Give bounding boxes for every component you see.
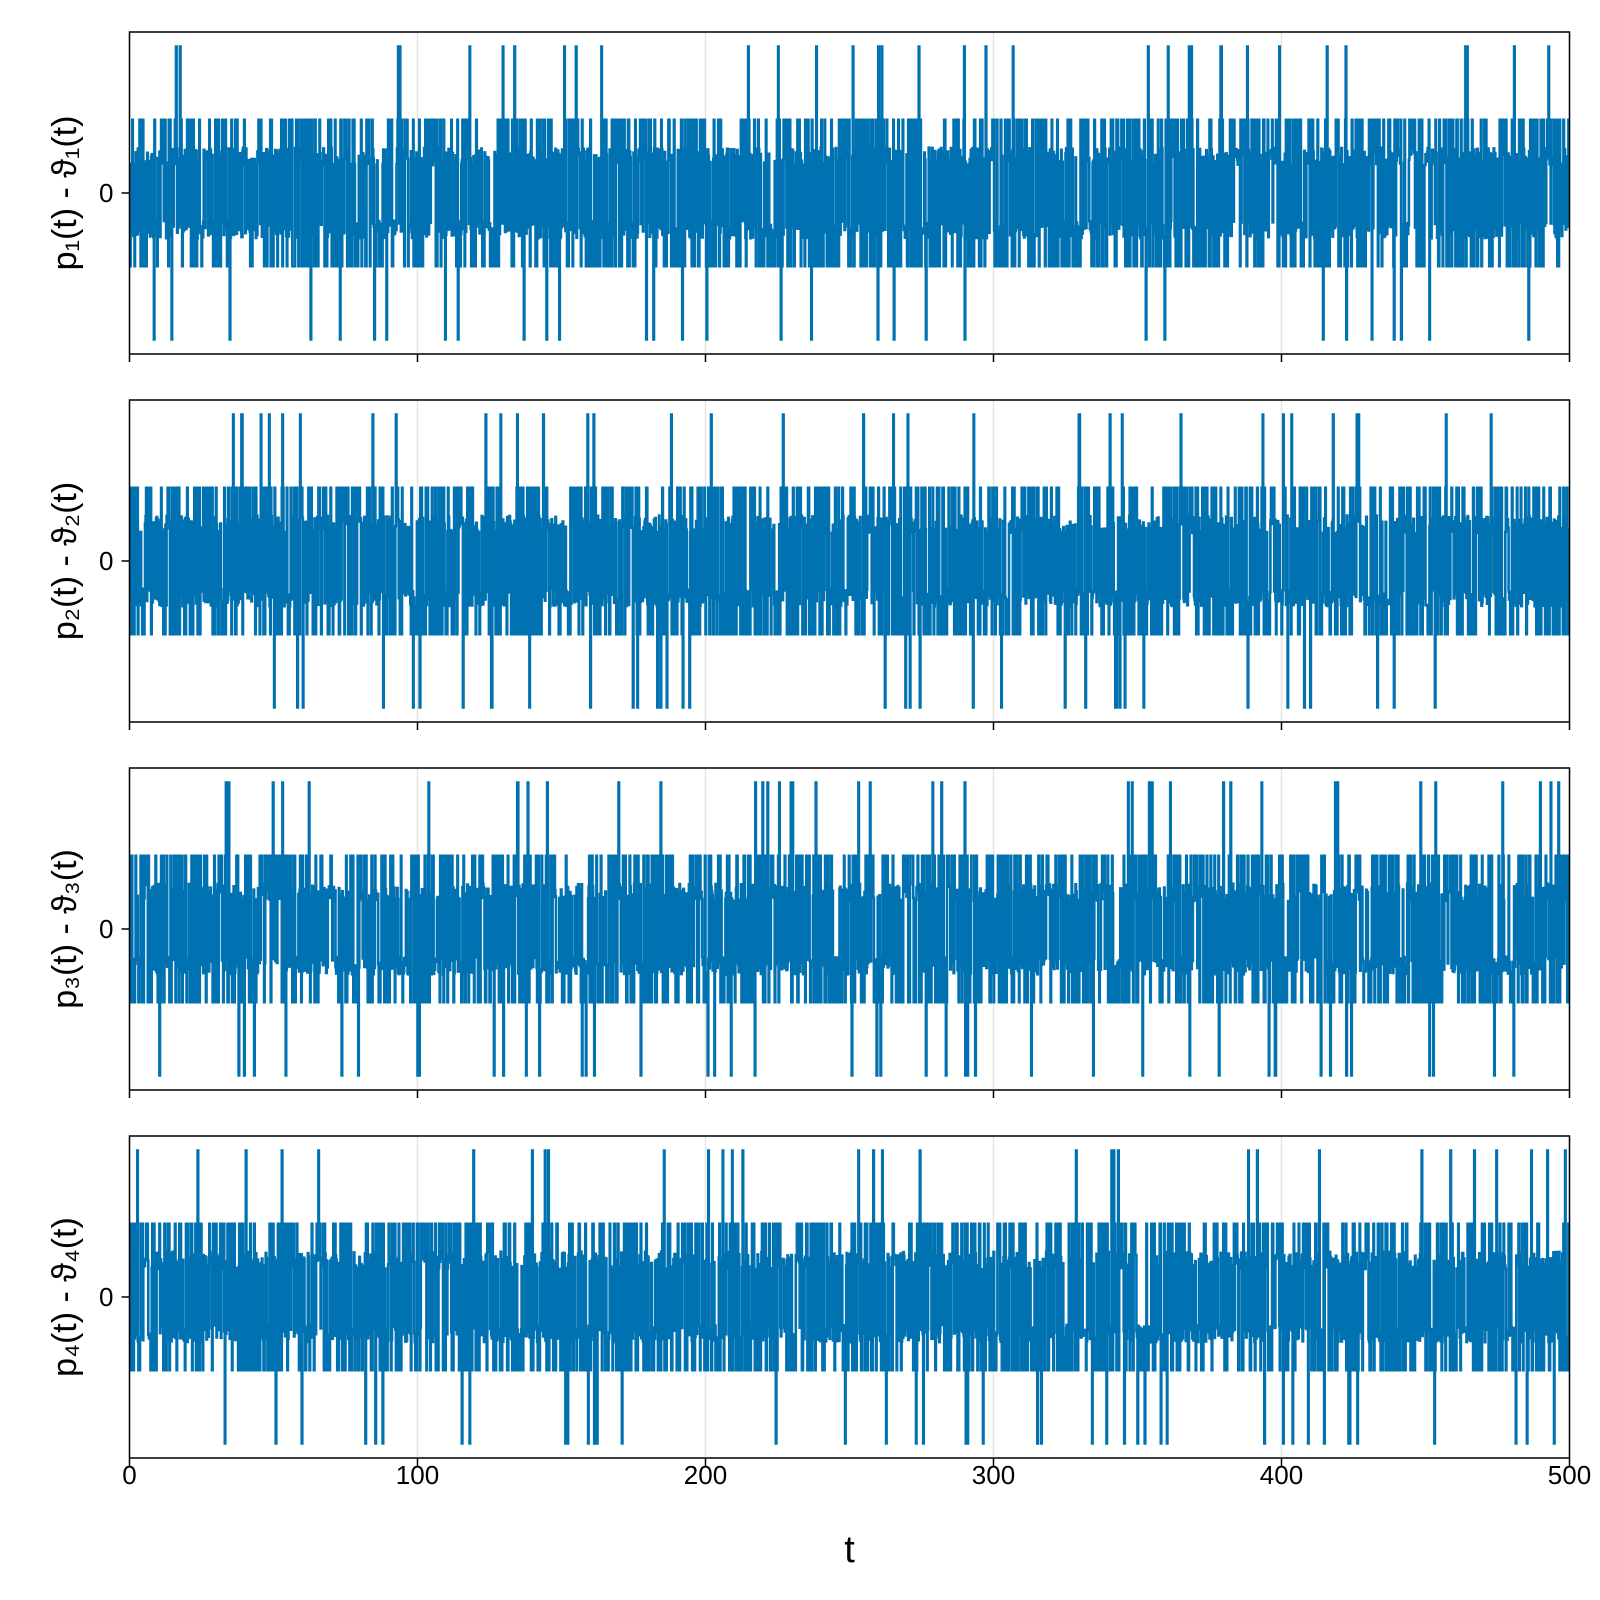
series-line: [129, 781, 1570, 1077]
panel-4: 0 p₄(t) - ϑ₄(t): [46, 1135, 1571, 1466]
panel-1: 0 p₁(t) - ϑ₁(t): [46, 31, 1571, 362]
panels-group: 0 p₁(t) - ϑ₁(t) 0 p₂(t) - ϑ₂(t) 0 p₃(t) - ϑ₃(…: [46, 31, 1571, 1466]
x-tick-label: 500: [1548, 1460, 1591, 1490]
x-tick-label: 400: [1260, 1460, 1303, 1490]
y-axis-title: p₃(t) - ϑ₃(t): [46, 849, 84, 1009]
x-tick-label: 200: [684, 1460, 727, 1490]
x-tick-label: 0: [122, 1460, 136, 1490]
y-axis-title: p₂(t) - ϑ₂(t): [46, 482, 84, 640]
series-line: [129, 1149, 1570, 1445]
series-line: [129, 45, 1570, 341]
series-line: [129, 413, 1570, 709]
y-axis-title: p₄(t) - ϑ₄(t): [46, 1217, 84, 1377]
y-tick-label: 0: [99, 178, 113, 208]
y-tick-label: 0: [99, 914, 113, 944]
x-tick-label: 300: [972, 1460, 1015, 1490]
x-axis: 0 100 200 300 400 500 t: [122, 1460, 1591, 1571]
y-tick-label: 0: [99, 546, 113, 576]
x-axis-title: t: [844, 1529, 855, 1571]
x-tick-label: 100: [396, 1460, 439, 1490]
y-axis-title: p₁(t) - ϑ₁(t): [46, 116, 84, 271]
panel-3: 0 p₃(t) - ϑ₃(t): [46, 767, 1571, 1098]
y-tick-label: 0: [99, 1282, 113, 1312]
panel-2: 0 p₂(t) - ϑ₂(t): [46, 399, 1571, 730]
